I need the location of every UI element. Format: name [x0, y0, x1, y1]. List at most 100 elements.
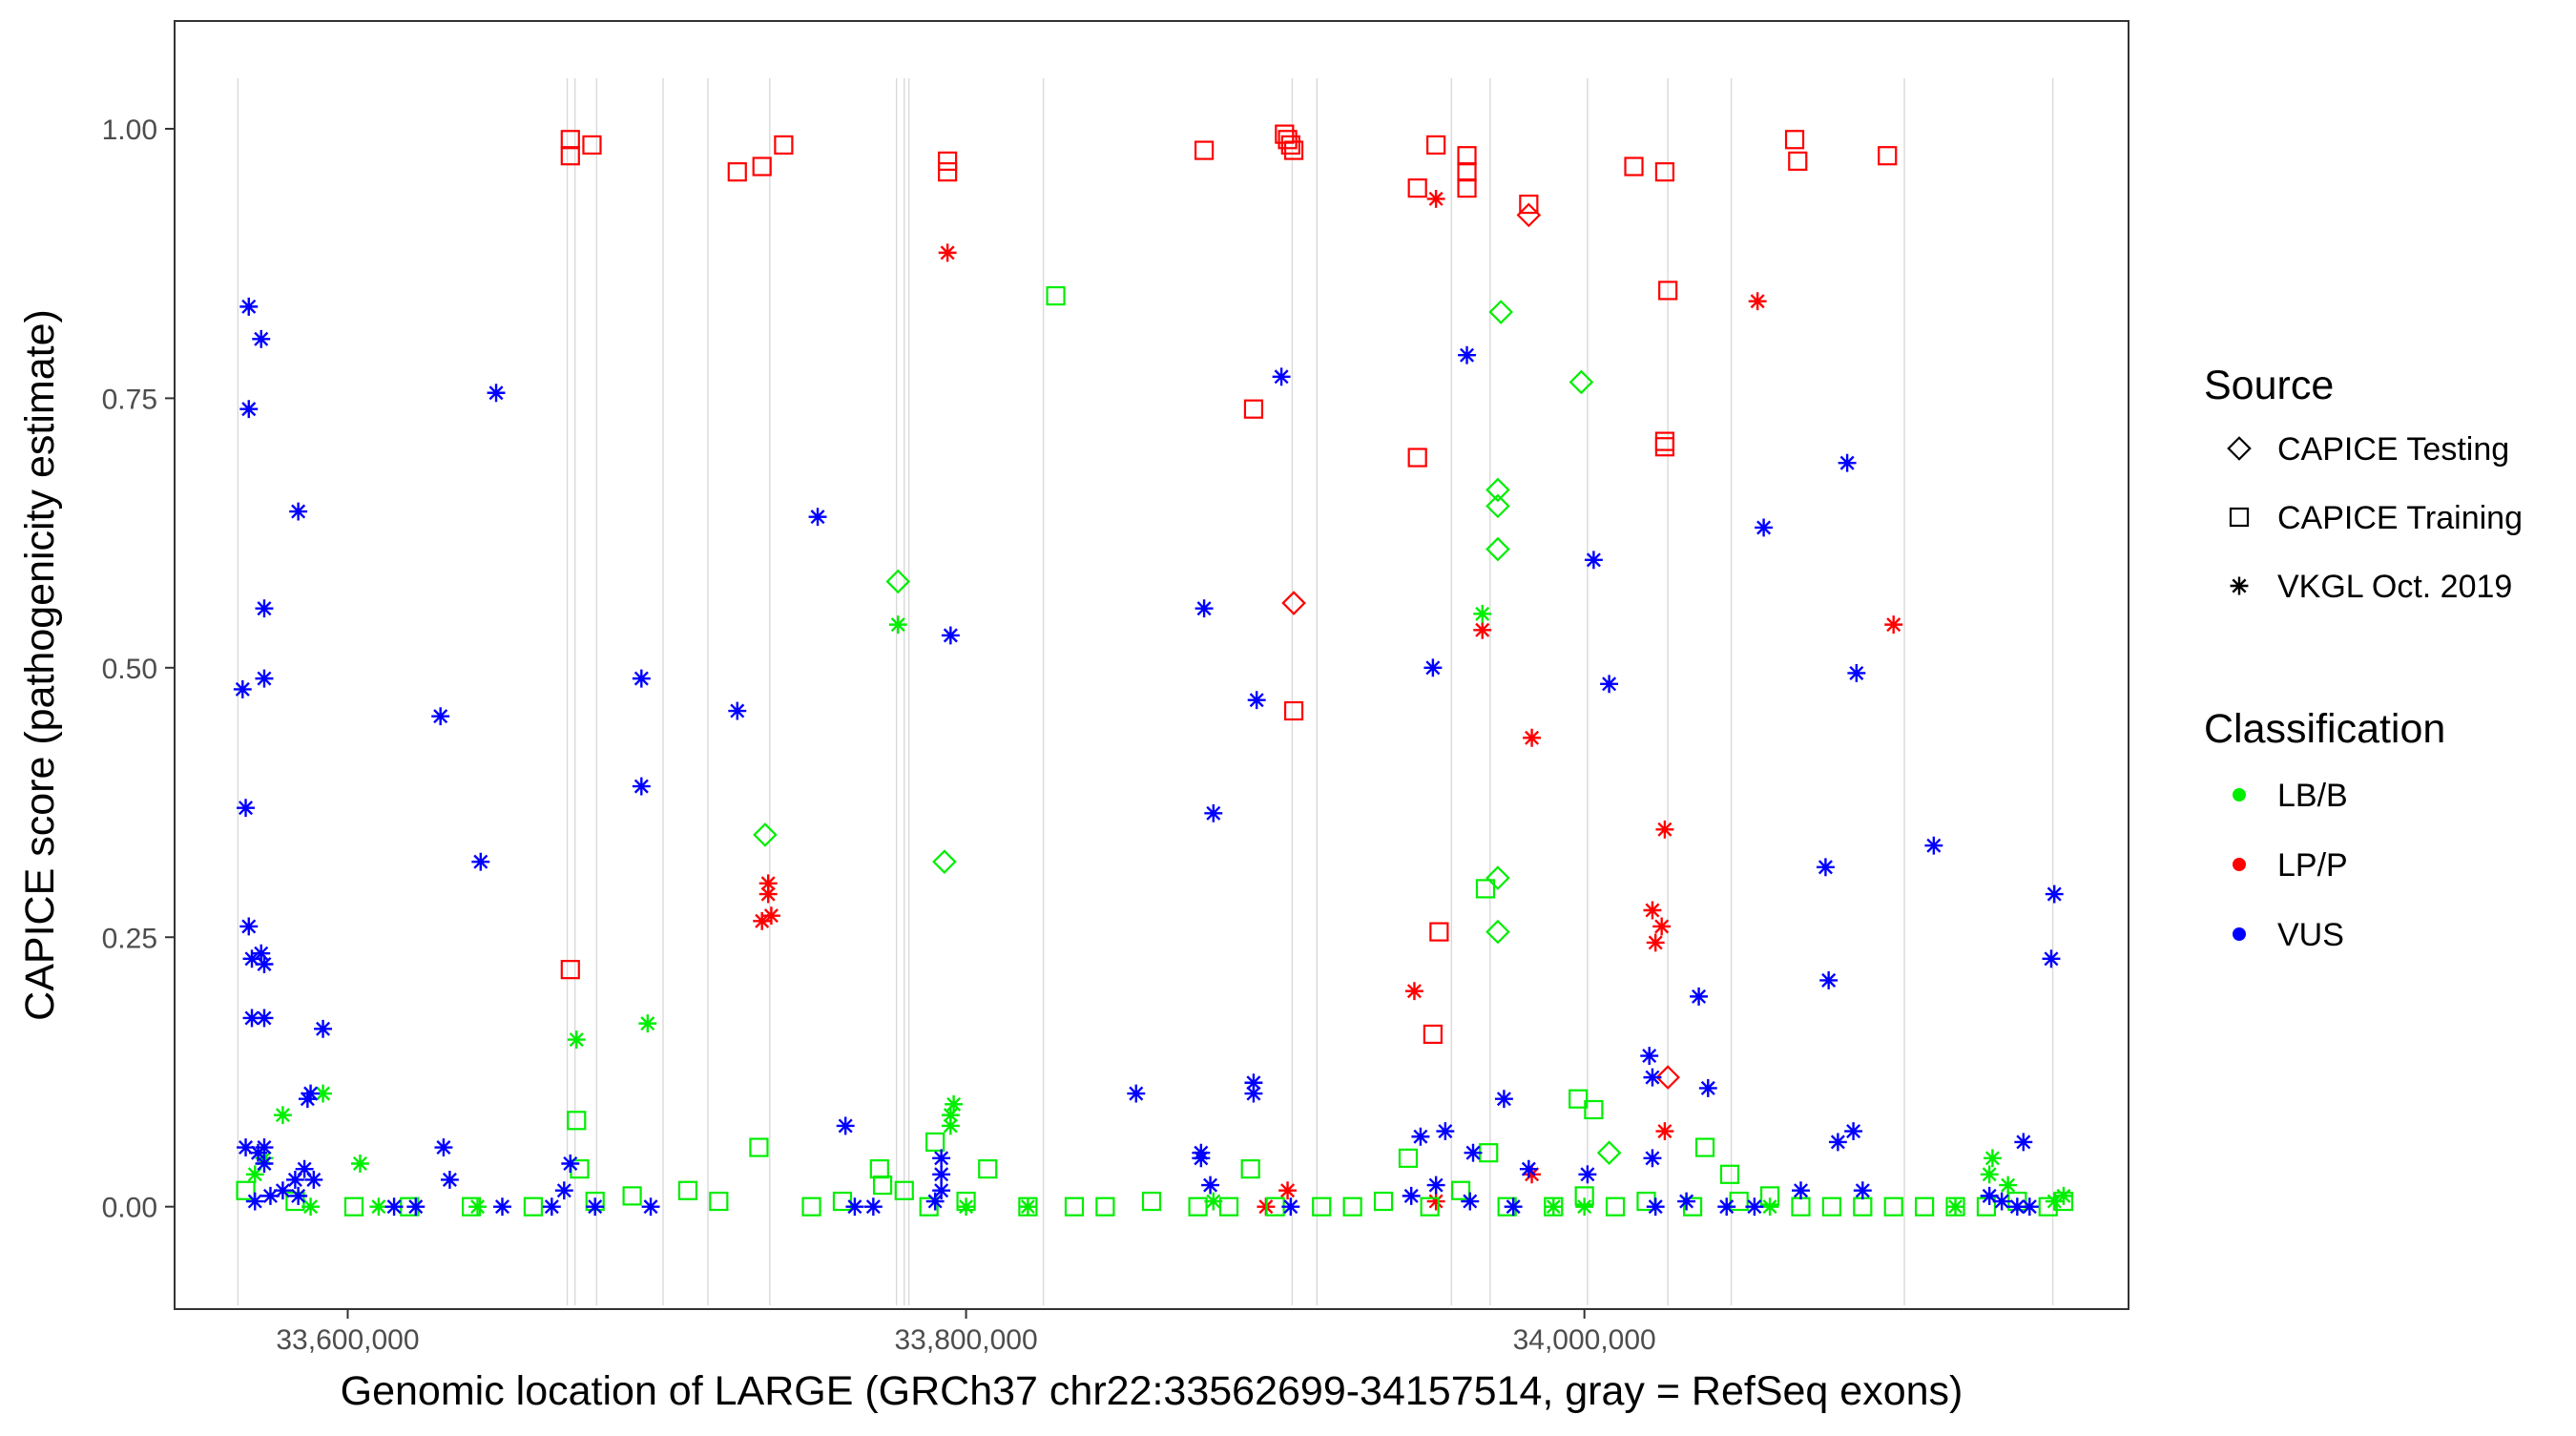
- data-point: [1568, 1089, 1589, 1109]
- data-point: [237, 799, 255, 818]
- data-point: [1883, 1197, 1903, 1217]
- data-point: [245, 1192, 264, 1211]
- legend-source-label: CAPICE Testing: [2277, 431, 2509, 468]
- data-point: [1847, 664, 1866, 682]
- data-point: [304, 1170, 323, 1189]
- data-point: [1312, 1197, 1332, 1217]
- data-point: [1844, 1122, 1863, 1141]
- data-point: [1915, 1197, 1935, 1217]
- data-point: [1450, 1180, 1471, 1200]
- data-point: [1457, 178, 1477, 198]
- data-point: [1819, 970, 1839, 989]
- data-point: [255, 1155, 274, 1173]
- data-point: [301, 1084, 321, 1103]
- data-point: [252, 944, 271, 963]
- data-point: [932, 1165, 951, 1184]
- data-point: [1575, 1197, 1594, 1217]
- data-point: [1272, 367, 1291, 386]
- data-point: [728, 701, 747, 720]
- data-point: [1485, 865, 1510, 890]
- legend: Source CAPICE Testing CAPICE Training VKGL …: [2204, 363, 2523, 953]
- data-point: [255, 669, 274, 688]
- legend-source-title: Source: [2204, 363, 2334, 408]
- data-point: [350, 1155, 369, 1173]
- data-point: [1755, 518, 1774, 537]
- data-point: [941, 626, 960, 645]
- data-point: [1784, 130, 1805, 150]
- data-point: [752, 156, 772, 177]
- y-tick-label: 0.25: [102, 923, 157, 954]
- data-point: [1141, 1191, 1162, 1212]
- data-point: [925, 1132, 945, 1152]
- data-point: [560, 146, 580, 166]
- data-point: [919, 1197, 939, 1217]
- data-point: [938, 243, 957, 262]
- data-point: [1018, 1197, 1037, 1217]
- data-point: [255, 955, 274, 973]
- data-point: [1816, 858, 1835, 877]
- data-point: [1760, 1197, 1779, 1217]
- data-point: [314, 1019, 332, 1038]
- data-point: [1523, 728, 1542, 747]
- data-point: [289, 1186, 308, 1205]
- data-point: [237, 1138, 255, 1156]
- data-point: [758, 884, 778, 904]
- data-point: [836, 1116, 855, 1135]
- data-point: [1578, 1165, 1597, 1184]
- data-point: [1426, 135, 1446, 156]
- data-point: [1188, 1197, 1208, 1217]
- data-point: [1519, 1159, 1538, 1178]
- data-point: [932, 1149, 951, 1168]
- legend-source-marker: [2227, 436, 2252, 461]
- data-point: [632, 777, 651, 796]
- data-point: [1605, 1197, 1626, 1217]
- data-point: [242, 1009, 261, 1028]
- data-point: [1719, 1164, 1740, 1184]
- data-point: [261, 1186, 280, 1205]
- data-point: [1654, 162, 1675, 182]
- data-point: [1788, 151, 1808, 171]
- exon-lines: [237, 78, 2054, 1305]
- axes: 0.00 0.25 0.50 0.75 1.00 33,600,000 33,800,000…: [102, 114, 1656, 1356]
- data-point: [1192, 1149, 1211, 1168]
- data-point: [677, 1180, 698, 1200]
- data-point: [2045, 884, 2064, 904]
- data-point: [1373, 1191, 1394, 1212]
- data-point: [1658, 281, 1678, 301]
- data-point: [1853, 1181, 1872, 1200]
- data-point: [1278, 130, 1298, 150]
- data-point: [468, 1197, 488, 1217]
- data-point: [1853, 1197, 1873, 1217]
- data-points: [233, 124, 2074, 1217]
- data-point: [298, 1090, 317, 1109]
- legend-source-marker: [2229, 507, 2250, 528]
- data-point: [1698, 1078, 1717, 1097]
- data-point: [869, 1159, 889, 1179]
- data-point: [761, 906, 780, 926]
- data-point: [1218, 1197, 1239, 1217]
- data-point: [249, 1143, 267, 1162]
- data-point: [957, 1197, 976, 1217]
- data-point: [567, 1111, 587, 1131]
- series-capice-testing-lp-p: [1281, 202, 1680, 1090]
- data-point: [1544, 1197, 1563, 1217]
- data-point: [301, 1197, 321, 1217]
- data-point: [252, 329, 271, 348]
- data-point: [561, 1155, 580, 1173]
- data-point: [1426, 1192, 1445, 1211]
- data-point: [727, 162, 747, 182]
- legend-classification-dot: [2233, 858, 2246, 871]
- data-point: [1654, 437, 1675, 457]
- series-capice-testing-lb-b: [753, 300, 1622, 1165]
- data-point: [774, 135, 794, 156]
- data-point: [938, 151, 958, 171]
- data-point: [1655, 820, 1674, 839]
- data-point: [938, 162, 958, 182]
- data-point: [758, 874, 778, 893]
- data-point: [1655, 1065, 1680, 1090]
- data-point: [1473, 604, 1492, 623]
- data-point: [1283, 700, 1304, 721]
- data-point: [1584, 1099, 1604, 1120]
